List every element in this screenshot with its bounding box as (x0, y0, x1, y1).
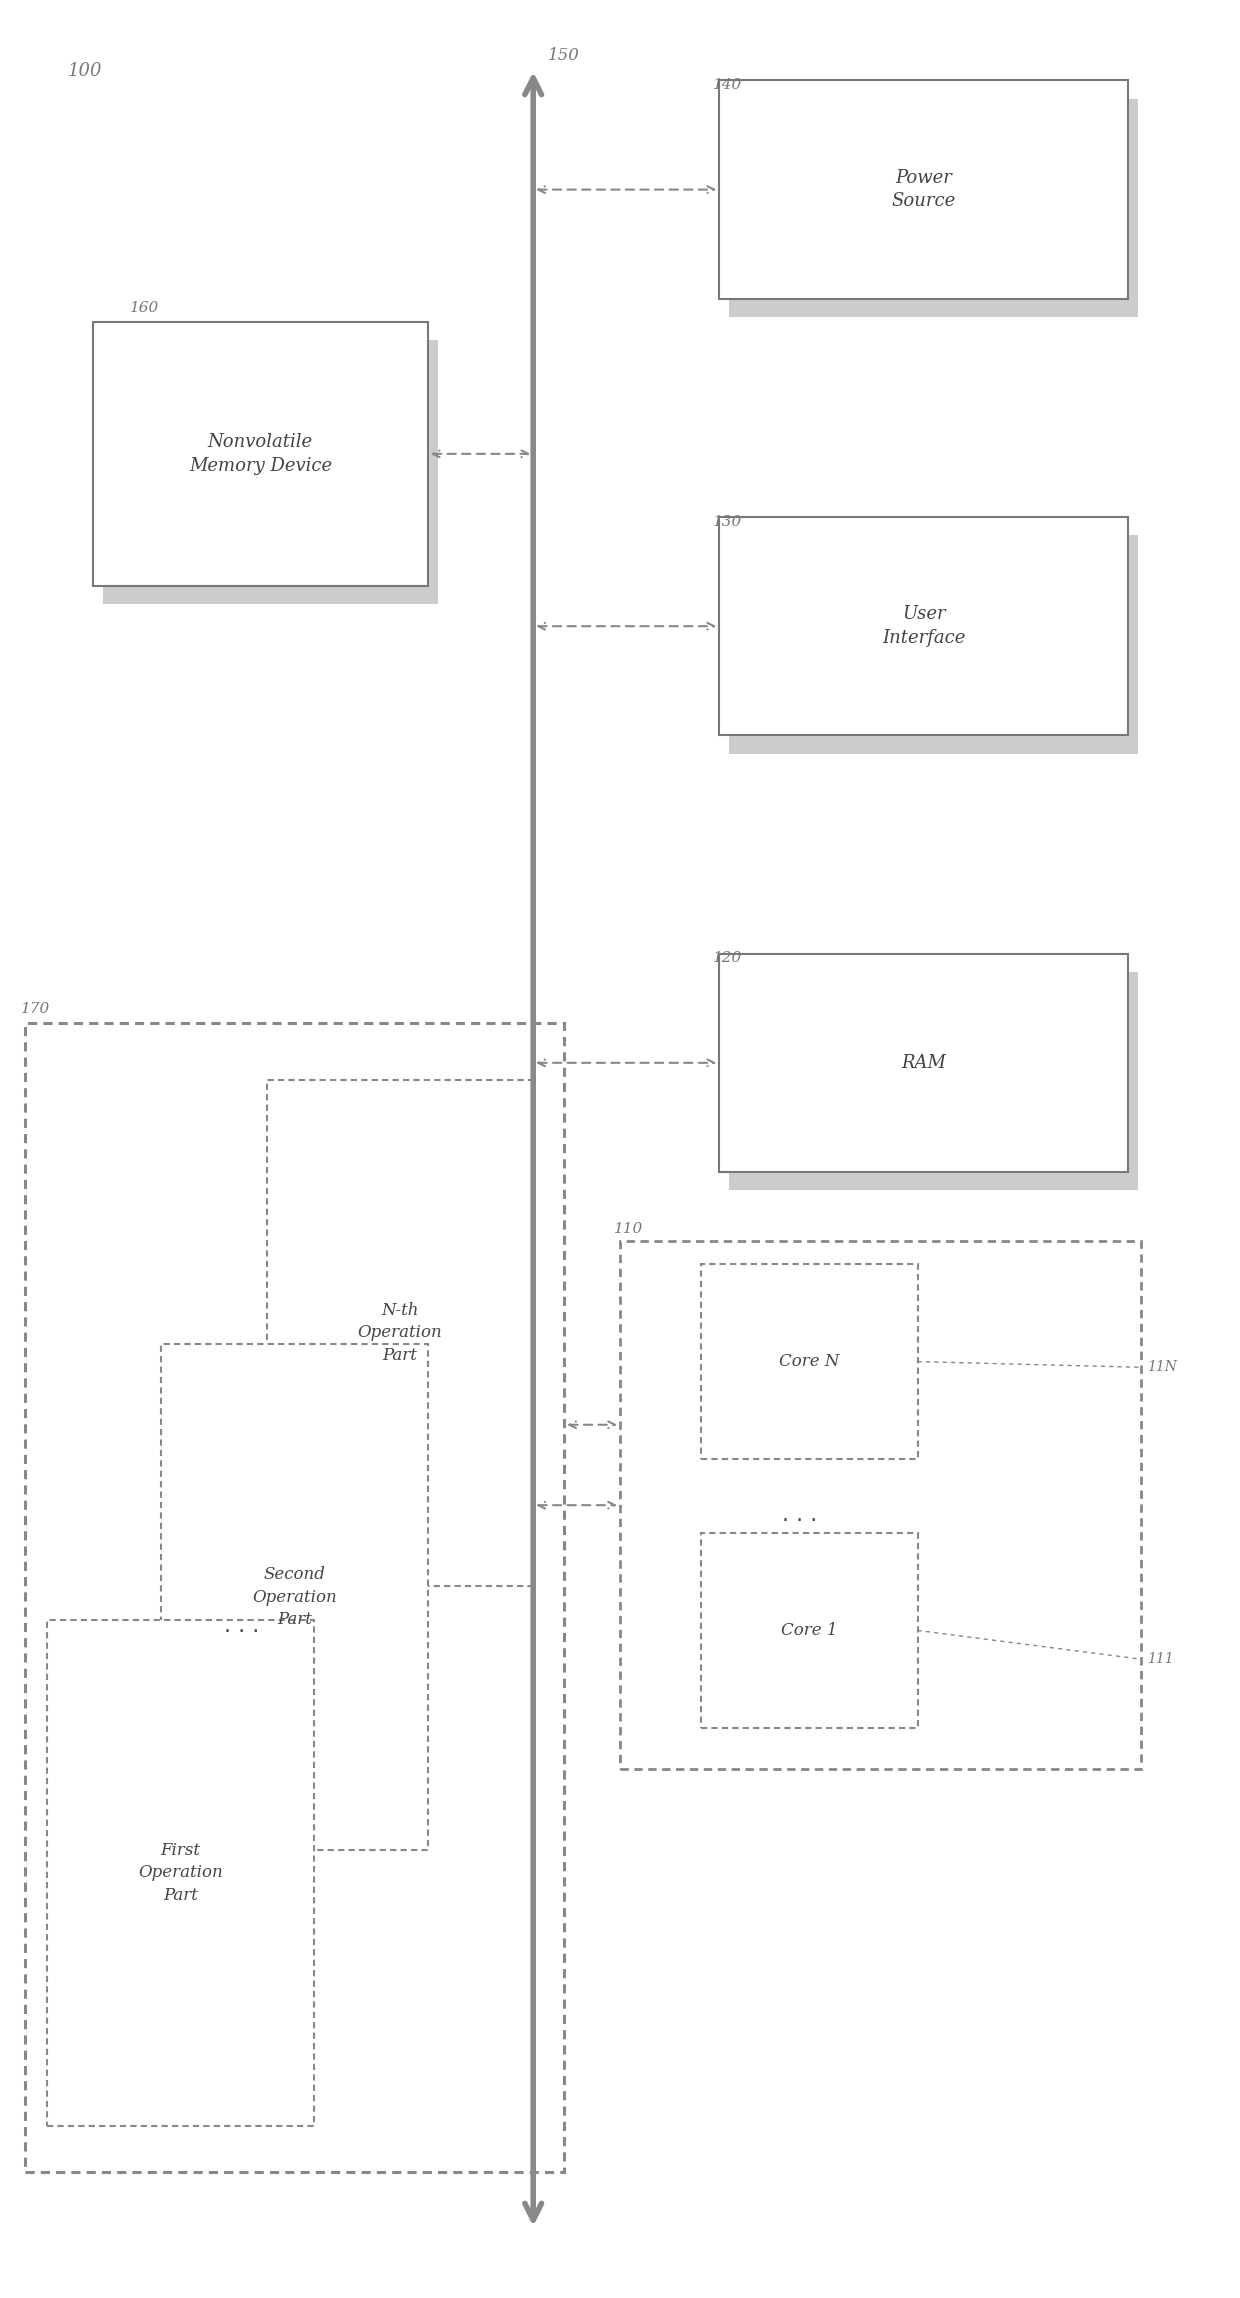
Text: 110: 110 (614, 1223, 644, 1236)
Text: · · ·: · · · (782, 1512, 817, 1530)
Bar (729, 972, 1138, 1190)
Bar (25, 1023, 564, 2172)
Bar (161, 1344, 428, 1850)
Text: 111: 111 (1147, 1652, 1173, 1666)
Bar (719, 80, 1128, 299)
Text: 170: 170 (21, 1002, 51, 1016)
Text: 150: 150 (548, 48, 580, 64)
Text: 120: 120 (713, 951, 743, 965)
Bar (620, 1241, 1141, 1769)
Bar (701, 1264, 918, 1459)
Bar (719, 517, 1128, 735)
Text: User
Interface: User Interface (882, 604, 966, 648)
Bar (729, 535, 1138, 754)
Text: 130: 130 (713, 515, 743, 529)
Text: N-th
Operation
Part: N-th Operation Part (357, 1303, 443, 1363)
Bar (729, 99, 1138, 317)
Text: First
Operation
Part: First Operation Part (138, 1843, 223, 1903)
Text: RAM: RAM (901, 1055, 946, 1071)
Text: Core N: Core N (779, 1354, 839, 1370)
Text: 140: 140 (713, 78, 743, 92)
Text: 160: 160 (130, 301, 160, 315)
Bar (719, 954, 1128, 1172)
Text: Core 1: Core 1 (781, 1622, 837, 1638)
Bar (93, 322, 428, 586)
Bar (701, 1533, 918, 1728)
Text: Nonvolatile
Memory Device: Nonvolatile Memory Device (188, 432, 332, 476)
Text: Power
Source: Power Source (892, 168, 956, 211)
Text: · · ·: · · · (224, 1622, 259, 1641)
Text: 11N: 11N (1147, 1360, 1177, 1374)
Text: 100: 100 (68, 62, 103, 80)
Bar (47, 1620, 314, 2126)
Bar (103, 340, 438, 604)
Bar (267, 1080, 533, 1586)
Text: Second
Operation
Part: Second Operation Part (252, 1567, 337, 1627)
